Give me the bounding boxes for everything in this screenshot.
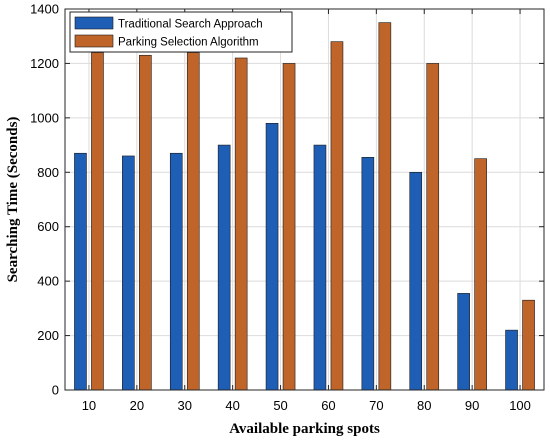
x-axis-ticks: 10 20 30 40 50 60 70 80 90 100 — [82, 9, 531, 413]
bar-traditional — [313, 144, 327, 391]
y-tick-label: 800 — [37, 165, 59, 180]
x-tick-label: 80 — [417, 398, 431, 413]
y-axis-title: Searching Time (Seconds) — [5, 117, 21, 283]
bar-parking-selection — [234, 57, 248, 391]
y-tick-label: 200 — [37, 328, 59, 343]
bar-traditional — [409, 171, 423, 391]
x-axis-title: Available parking spots — [229, 421, 380, 437]
x-tick-label: 20 — [130, 398, 144, 413]
x-tick-label: 30 — [178, 398, 192, 413]
bar-traditional — [265, 123, 279, 391]
bar-parking-selection — [139, 54, 152, 391]
x-tick-label: 10 — [82, 398, 96, 413]
x-tick-label: 70 — [369, 398, 383, 413]
legend-swatch — [74, 16, 114, 30]
legend: Traditional Search Approach Parking Selec… — [69, 11, 293, 53]
legend-swatch — [74, 34, 114, 48]
y-tick-label: 0 — [52, 383, 59, 398]
bar-parking-selection — [378, 22, 392, 391]
bar-traditional — [169, 152, 183, 391]
bars — [74, 22, 535, 391]
y-tick-label: 1000 — [30, 110, 59, 125]
x-tick-label: 90 — [465, 398, 479, 413]
bar-traditional — [457, 293, 470, 391]
y-axis-ticks: 0 200 400 600 800 1000 1200 1400 — [30, 2, 544, 398]
y-tick-label: 600 — [37, 219, 59, 234]
x-tick-label: 100 — [509, 398, 531, 413]
legend-label: Parking Selection Algorithm — [118, 37, 259, 49]
bar-parking-selection — [474, 158, 487, 391]
x-tick-label: 60 — [321, 398, 335, 413]
bar-parking-selection — [91, 52, 104, 391]
y-tick-label: 400 — [37, 274, 59, 289]
bar-traditional — [217, 144, 231, 391]
x-tick-label: 40 — [225, 398, 239, 413]
legend-label: Traditional Search Approach — [118, 19, 263, 31]
bar-traditional — [505, 329, 518, 391]
bar-parking-selection — [186, 52, 200, 391]
x-tick-label: 50 — [273, 398, 287, 413]
y-tick-label: 1400 — [30, 2, 59, 17]
y-tick-label: 1200 — [30, 56, 59, 71]
bar-parking-selection — [282, 63, 296, 391]
bar-parking-selection — [426, 63, 440, 391]
bar-traditional — [74, 152, 87, 391]
plot-area-frame — [64, 8, 545, 391]
bar-parking-selection — [330, 41, 344, 391]
bar-parking-selection — [522, 299, 535, 391]
bar-traditional — [122, 155, 135, 391]
bar-traditional — [361, 157, 375, 391]
